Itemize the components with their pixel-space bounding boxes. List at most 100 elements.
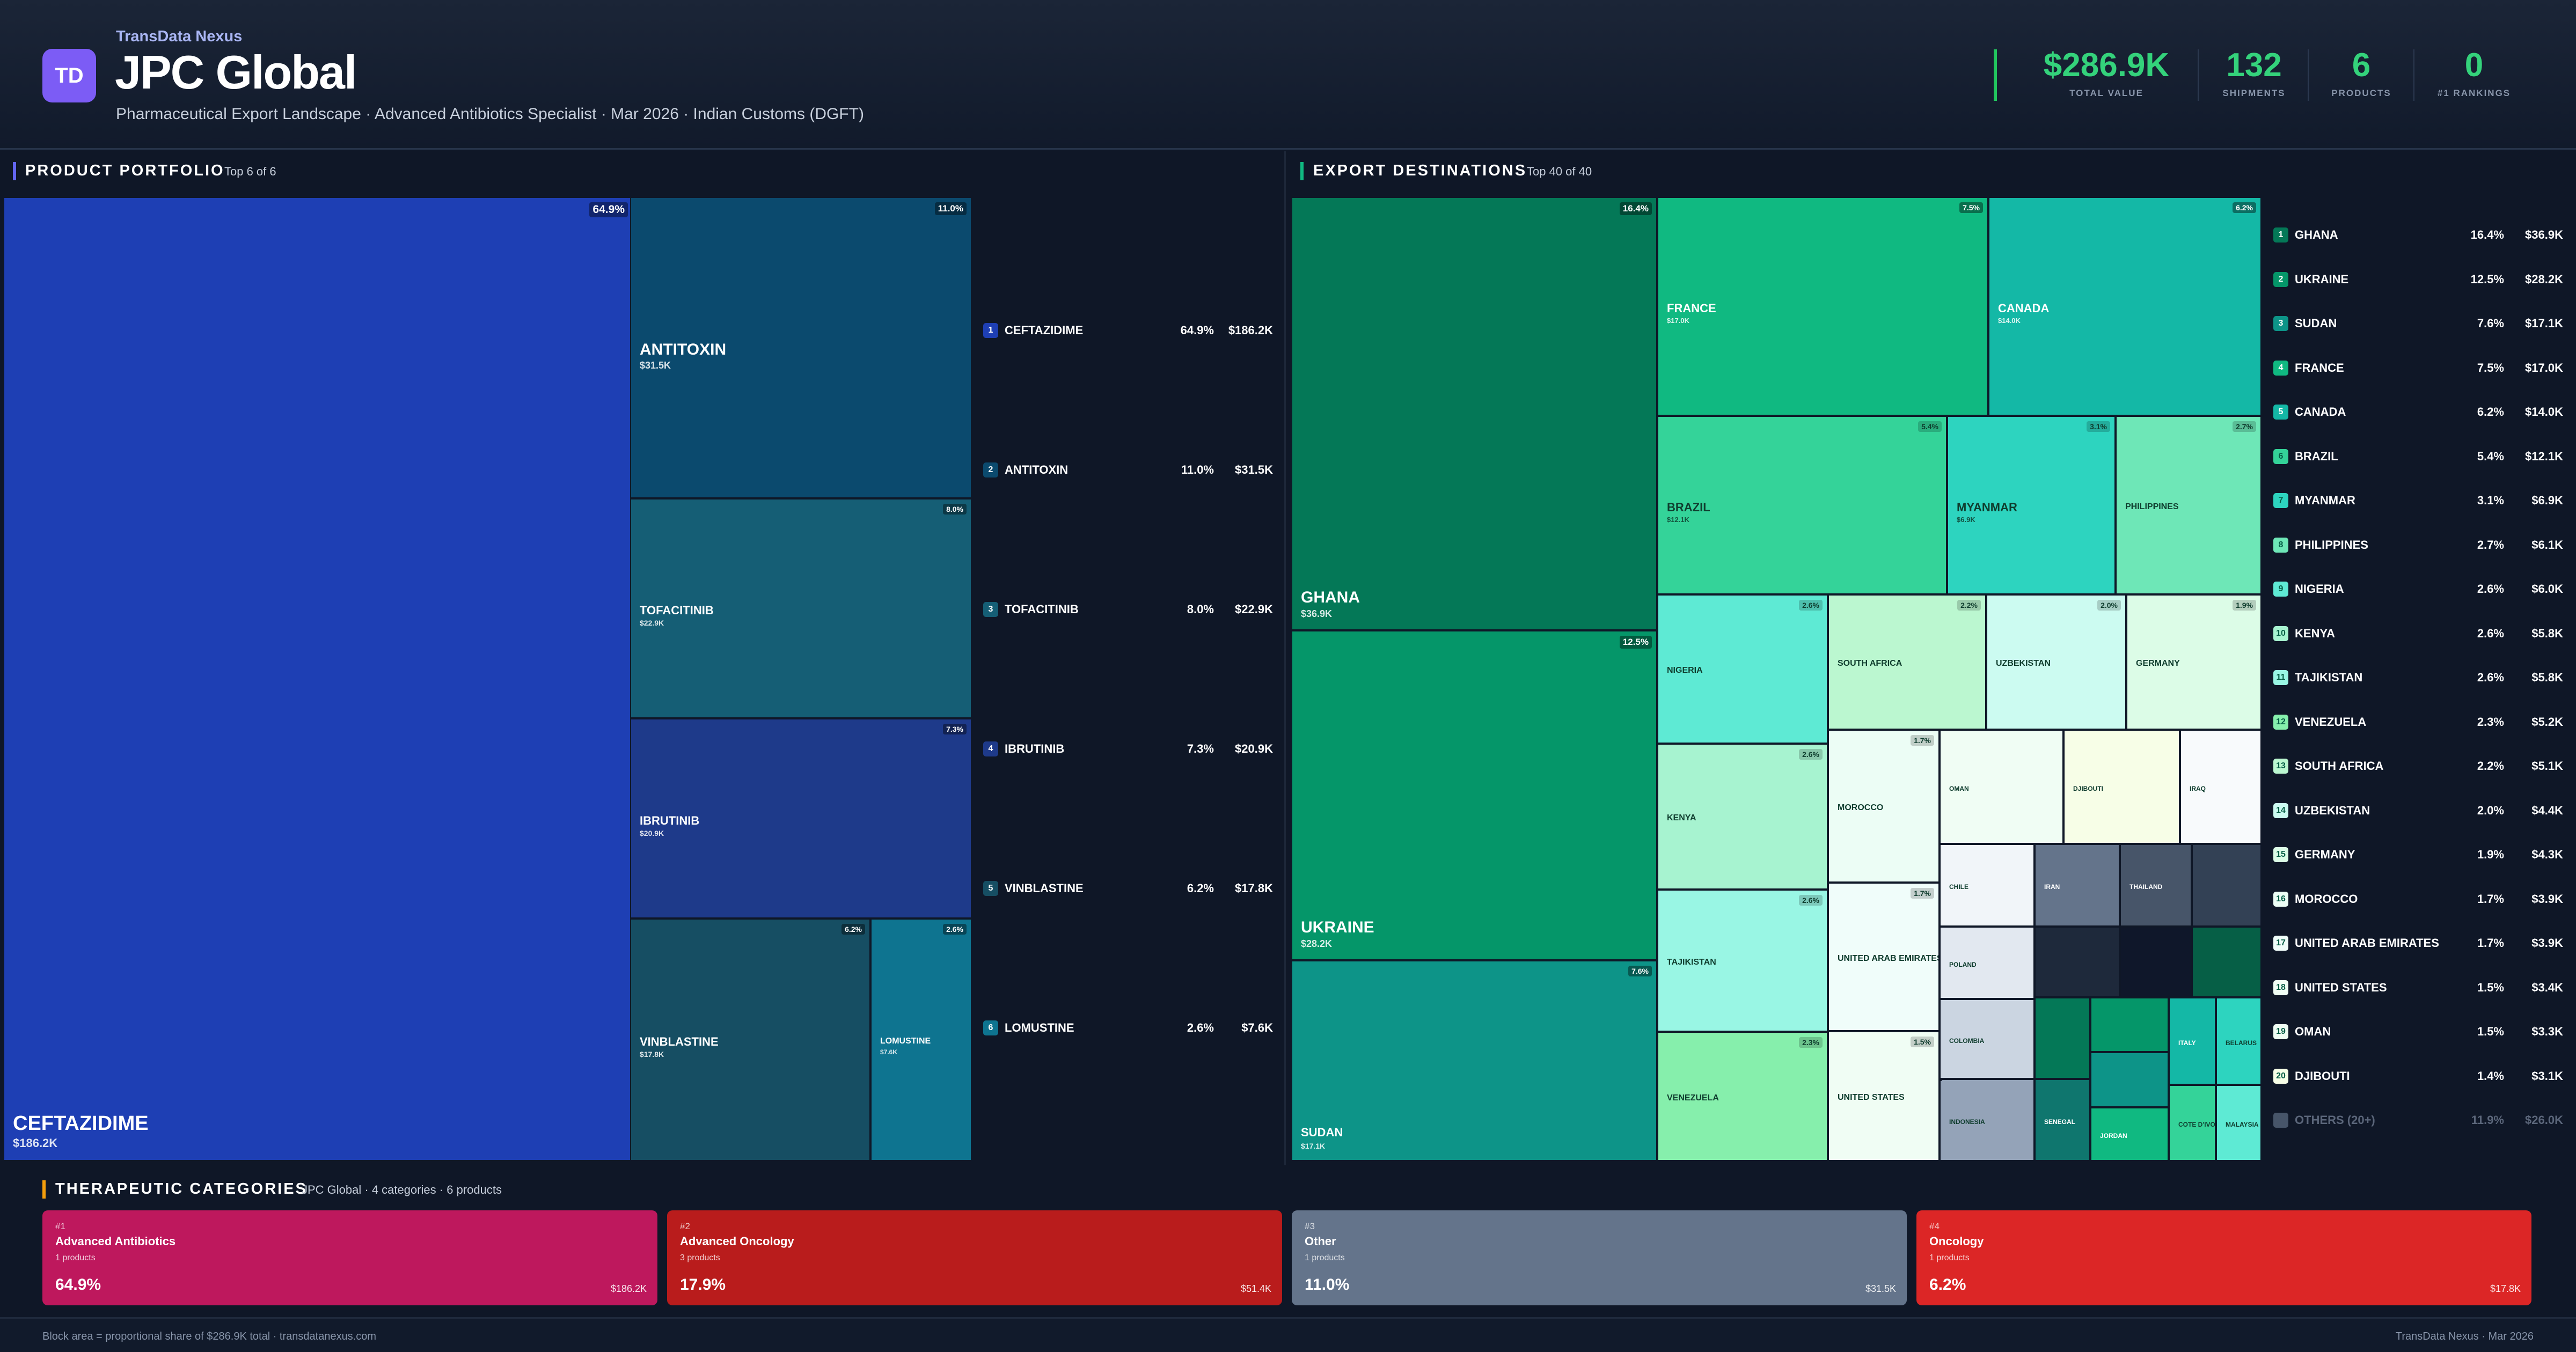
destination-legend-row[interactable]: 11 TAJIKISTAN 2.6% $5.8K [2273, 667, 2563, 688]
unlabeled-block[interactable] [2035, 997, 2090, 1079]
ghana-block[interactable]: GHANA $36.9K 16.4% [1291, 197, 1657, 630]
destination-legend-row[interactable]: 7 MYANMAR 3.1% $6.9K [2273, 490, 2563, 511]
iraq-block[interactable]: IRAQ [2180, 730, 2262, 844]
unlabeled-block[interactable] [2035, 927, 2120, 997]
destination-legend-row[interactable]: 13 SOUTH AFRICA 2.2% $5.1K [2273, 755, 2563, 777]
rank-badge: 4 [2273, 360, 2288, 376]
destination-legend-row[interactable]: 9 NIGERIA 2.6% $6.0K [2273, 578, 2563, 600]
ukraine-block[interactable]: UKRAINE $28.2K 12.5% [1291, 630, 1657, 960]
legend-value: $3.1K [2531, 1069, 2563, 1083]
philippines-block[interactable]: PHILIPPINES 2.7% [2116, 416, 2262, 594]
block-label: POLAND [1949, 961, 1977, 968]
rank-badge: 6 [983, 1020, 998, 1035]
indonesia-block[interactable]: INDONESIA [1940, 1079, 2035, 1161]
product-legend-row[interactable]: 4 IBRUTINIB 7.3% $20.9K [983, 738, 1273, 760]
block-label: UKRAINE [1301, 919, 1374, 936]
malaysia-block[interactable]: MALAYSIA [2216, 1085, 2262, 1161]
category-card[interactable]: #3 Other 1 products 11.0% $31.5K [1292, 1210, 1907, 1305]
brazil-block[interactable]: BRAZIL $12.1K 5.4% [1657, 416, 1947, 594]
destination-legend-row[interactable]: 17 UNITED ARAB EMIRATES 1.7% $3.9K [2273, 932, 2563, 954]
category-card[interactable]: #4 Oncology 1 products 6.2% $17.8K [1916, 1210, 2531, 1305]
unlabeled-block[interactable] [2192, 844, 2262, 927]
thailand-block[interactable]: THAILAND [2120, 844, 2192, 927]
product-legend-row[interactable]: 2 ANTITOXIN 11.0% $31.5K [983, 459, 1273, 481]
chile-block[interactable]: CHILE [1940, 844, 2035, 927]
tofacitinib-block[interactable]: TOFACITINIB $22.9K 8.0% [630, 498, 972, 718]
legend-name: SOUTH AFRICA [2295, 759, 2384, 773]
product-legend-row[interactable]: 3 TOFACITINIB 8.0% $22.9K [983, 599, 1273, 620]
legend-name: PHILIPPINES [2295, 538, 2368, 552]
category-count: 1 products [1305, 1253, 1345, 1262]
category-card[interactable]: #2 Advanced Oncology 3 products 17.9% $5… [667, 1210, 1282, 1305]
rank-badge: 19 [2273, 1024, 2288, 1039]
destination-legend-row[interactable]: 16 MOROCCO 1.7% $3.9K [2273, 888, 2563, 910]
south-africa-block[interactable]: SOUTH AFRICA 2.2% [1828, 594, 1986, 730]
categories-accent-bar [42, 1180, 46, 1199]
destination-legend-row[interactable]: 20 DJIBOUTI 1.4% $3.1K [2273, 1066, 2563, 1087]
jordan-block[interactable]: JORDAN [2090, 1107, 2169, 1161]
vinblastine-block[interactable]: VINBLASTINE $17.8K 6.2% [630, 919, 870, 1161]
category-card[interactable]: #1 Advanced Antibiotics 1 products 64.9%… [42, 1210, 657, 1305]
germany-block[interactable]: GERMANY 1.9% [2126, 594, 2262, 730]
iran-block[interactable]: IRAN [2035, 844, 2120, 927]
oman-block[interactable]: OMAN [1940, 730, 2063, 844]
ibrutinib-block[interactable]: IBRUTINIB $20.9K 7.3% [630, 718, 972, 919]
sudan-block[interactable]: SUDAN $17.1K 7.6% [1291, 960, 1657, 1161]
destination-legend-row[interactable]: 18 UNITED STATES 1.5% $3.4K [2273, 977, 2563, 998]
rank-badge: 3 [983, 602, 998, 617]
stat-value: 6 [2352, 47, 2371, 84]
destination-legend-row[interactable]: 3 SUDAN 7.6% $17.1K [2273, 313, 2563, 334]
legend-name: TAJIKISTAN [2295, 671, 2363, 684]
destination-legend-row[interactable]: 6 BRAZIL 5.4% $12.1K [2273, 446, 2563, 467]
product-legend-row[interactable]: 1 CEFTAZIDIME 64.9% $186.2K [983, 320, 1273, 341]
destination-legend-row[interactable]: 5 CANADA 6.2% $14.0K [2273, 401, 2563, 423]
united-arab-emirates-block[interactable]: UNITED ARAB EMIRATES 1.7% [1828, 883, 1940, 1031]
italy-block[interactable]: ITALY [2169, 997, 2216, 1085]
product-legend-row[interactable]: 6 LOMUSTINE 2.6% $7.6K [983, 1017, 1273, 1039]
destination-legend-row[interactable]: 12 VENEZUELA 2.3% $5.2K [2273, 711, 2563, 733]
destination-legend-row[interactable]: 8 PHILIPPINES 2.7% $6.1K [2273, 534, 2563, 556]
cote-d-ivoire-block[interactable]: COTE D'IVOIRE [2169, 1085, 2216, 1161]
block-value: $186.2K [13, 1136, 58, 1150]
senegal-block[interactable]: SENEGAL [2035, 1079, 2090, 1161]
colombia-block[interactable]: COLOMBIA [1940, 999, 2035, 1079]
destination-legend-row[interactable]: 15 GERMANY 1.9% $4.3K [2273, 844, 2563, 865]
nigeria-block[interactable]: NIGERIA 2.6% [1657, 594, 1828, 744]
destination-legend-row[interactable]: 4 FRANCE 7.5% $17.0K [2273, 357, 2563, 379]
djibouti-block[interactable]: DJIBOUTI [2063, 730, 2180, 844]
destination-legend-row[interactable]: 1 GHANA 16.4% $36.9K [2273, 224, 2563, 246]
venezuela-block[interactable]: VENEZUELA 2.3% [1657, 1032, 1828, 1161]
legend-name: UNITED ARAB EMIRATES [2295, 936, 2439, 950]
unlabeled-block[interactable] [2090, 997, 2169, 1052]
legend-pct: 2.2% [2477, 759, 2504, 773]
ceftazidime-block[interactable]: CEFTAZIDIME $186.2K 64.9% [3, 197, 633, 1161]
block-label: DJIBOUTI [2073, 785, 2104, 792]
destination-legend-row[interactable]: 2 UKRAINE 12.5% $28.2K [2273, 269, 2563, 290]
canada-block[interactable]: CANADA $14.0K 6.2% [1988, 197, 2262, 416]
poland-block[interactable]: POLAND [1940, 927, 2035, 999]
morocco-block[interactable]: MOROCCO 1.7% [1828, 730, 1940, 883]
product-legend-row[interactable]: 5 VINBLASTINE 6.2% $17.8K [983, 878, 1273, 899]
france-block[interactable]: FRANCE $17.0K 7.5% [1657, 197, 1988, 416]
unlabeled-block[interactable] [2192, 927, 2262, 997]
belarus-block[interactable]: BELARUS [2216, 997, 2262, 1085]
antitoxin-block[interactable]: ANTITOXIN $31.5K 11.0% [630, 197, 972, 498]
block-pct-badge: 1.5% [1911, 1037, 1934, 1047]
legend-value: $26.0K [2525, 1113, 2563, 1127]
kenya-block[interactable]: KENYA 2.6% [1657, 744, 1828, 890]
uzbekistan-block[interactable]: UZBEKISTAN 2.0% [1986, 594, 2126, 730]
unlabeled-block[interactable] [2120, 927, 2192, 997]
united-states-block[interactable]: UNITED STATES 1.5% [1828, 1031, 1940, 1161]
legend-pct: 2.6% [2477, 626, 2504, 640]
stat-divider [2308, 49, 2309, 101]
myanmar-block[interactable]: MYANMAR $6.9K 3.1% [1947, 416, 2116, 594]
destination-legend-row[interactable]: 14 UZBEKISTAN 2.0% $4.4K [2273, 800, 2563, 821]
destination-legend-row[interactable]: 19 OMAN 1.5% $3.3K [2273, 1021, 2563, 1042]
tajikistan-block[interactable]: TAJIKISTAN 2.6% [1657, 890, 1828, 1032]
others-legend-row[interactable]: OTHERS (20+) 11.9% $26.0K [2273, 1109, 2563, 1131]
lomustine-block[interactable]: LOMUSTINE $7.6K 2.6% [870, 919, 972, 1161]
destination-legend-row[interactable]: 10 KENYA 2.6% $5.8K [2273, 623, 2563, 644]
unlabeled-block[interactable] [2090, 1052, 2169, 1107]
stat-products: 6 PRODUCTS [2318, 46, 2404, 99]
mauritius-block[interactable]: MAURITIUS [1940, 1079, 1942, 1081]
